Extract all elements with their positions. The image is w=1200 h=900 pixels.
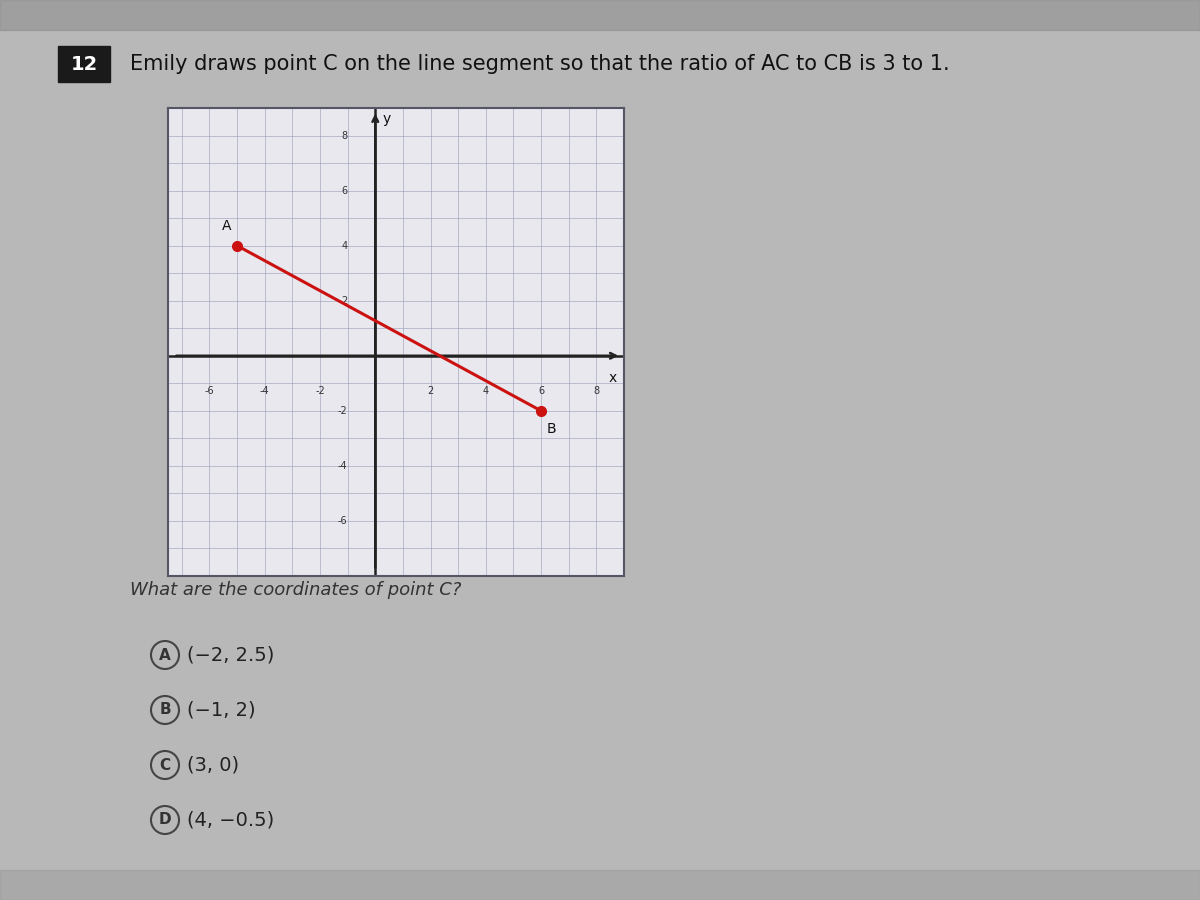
FancyBboxPatch shape [58, 46, 110, 82]
Text: 4: 4 [342, 240, 348, 250]
Text: x: x [608, 371, 617, 385]
Text: -2: -2 [316, 386, 325, 396]
Text: 2: 2 [341, 296, 348, 306]
Text: C: C [160, 758, 170, 772]
Text: What are the coordinates of point C?: What are the coordinates of point C? [130, 581, 461, 599]
Text: 4: 4 [482, 386, 488, 396]
Text: (3, 0): (3, 0) [187, 755, 239, 775]
Text: -4: -4 [338, 461, 348, 471]
Text: (4, −0.5): (4, −0.5) [187, 811, 275, 830]
Text: 2: 2 [427, 386, 433, 396]
Text: A: A [160, 647, 170, 662]
Text: B: B [547, 422, 557, 436]
Text: B: B [160, 703, 170, 717]
Text: A: A [222, 220, 232, 233]
Text: (−2, 2.5): (−2, 2.5) [187, 645, 275, 664]
Text: -6: -6 [205, 386, 215, 396]
Text: y: y [383, 112, 390, 126]
Text: D: D [158, 813, 172, 827]
Text: 8: 8 [593, 386, 600, 396]
Text: 6: 6 [342, 185, 348, 195]
Text: 8: 8 [342, 130, 348, 140]
Text: 12: 12 [71, 55, 97, 74]
Text: -4: -4 [260, 386, 270, 396]
Text: -6: -6 [338, 516, 348, 526]
Text: (−1, 2): (−1, 2) [187, 700, 256, 719]
Text: 6: 6 [538, 386, 544, 396]
Text: -2: -2 [338, 406, 348, 416]
Text: Emily draws point C on the line segment so that the ratio of AC to CB is 3 to 1.: Emily draws point C on the line segment … [130, 54, 949, 74]
